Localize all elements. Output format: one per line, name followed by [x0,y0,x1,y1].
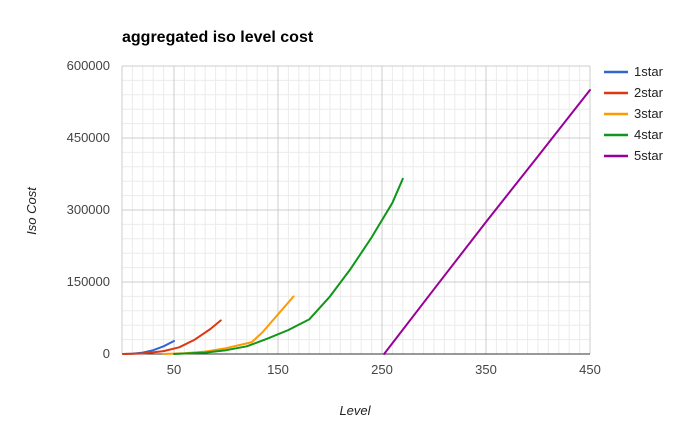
chart-title: aggregated iso level cost [122,29,314,46]
series-line-2star [122,319,222,355]
x-axis-ticks: 50 150 250 350 450 [167,362,601,377]
y-tick-label: 0 [103,346,110,361]
legend-label-3star: 3star [634,106,664,121]
y-axis-ticks: 0 150000 300000 450000 600000 [67,58,110,361]
x-tick-label: 150 [267,362,289,377]
legend: 1star 2star 3star 4star 5star [604,64,664,163]
grid-lines [121,65,591,355]
x-tick-label: 250 [371,362,393,377]
series-line-4star [173,177,404,355]
x-tick-label: 350 [475,362,497,377]
y-tick-label: 600000 [67,58,110,73]
y-tick-label: 150000 [67,274,110,289]
x-tick-label: 50 [167,362,181,377]
x-tick-label: 450 [579,362,601,377]
legend-label-2star: 2star [634,85,664,100]
x-axis-label: Level [339,403,371,418]
legend-label-1star: 1star [634,64,664,79]
series-lines [122,89,591,355]
y-axis-label: Iso Cost [24,186,39,235]
legend-label-5star: 5star [634,148,664,163]
y-tick-label: 450000 [67,130,110,145]
y-tick-label: 300000 [67,202,110,217]
legend-label-4star: 4star [634,127,664,142]
series-line-5star [383,89,591,355]
